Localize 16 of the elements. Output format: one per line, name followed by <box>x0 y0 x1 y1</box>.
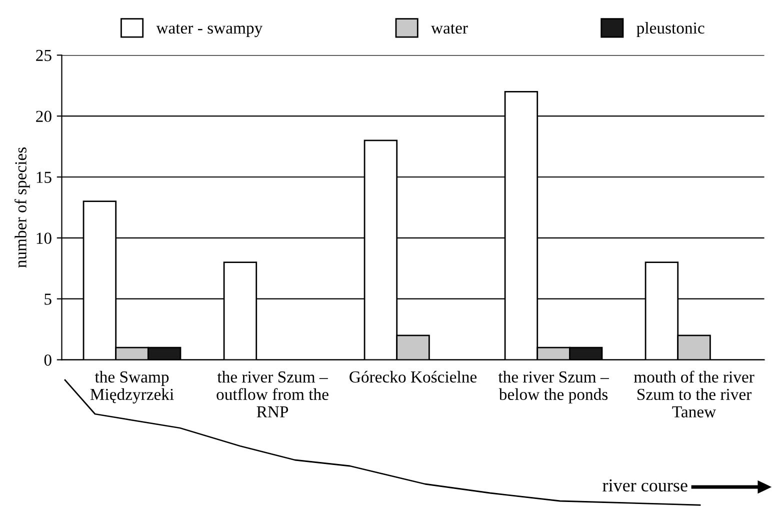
x-tick-label: the river Szum – outflow from the RNP <box>216 370 328 418</box>
legend-label: water - swampy <box>156 24 263 38</box>
y-tick-label: 5 <box>44 294 52 305</box>
x-tick-label: Górecko Kościelne <box>350 370 477 383</box>
legend-label: water <box>431 24 468 34</box>
legend-label: pleustonic <box>636 22 704 38</box>
text: river course <box>602 479 688 492</box>
y-tick-label: 25 <box>36 50 52 62</box>
x-tick-label: the Swamp Międzyrzeki <box>90 370 174 404</box>
y-tick-label: 0 <box>44 354 52 366</box>
y-tick-label: 20 <box>36 110 52 122</box>
y-tick-label: 10 <box>36 232 52 244</box>
x-tick-label: mouth of the river Szum to the river Tanew <box>634 370 754 418</box>
y-axis-title: number of species <box>14 147 30 268</box>
x-tick-label: the river Szum – below the ponds <box>498 370 609 404</box>
y-tick-label: 15 <box>36 172 52 183</box>
